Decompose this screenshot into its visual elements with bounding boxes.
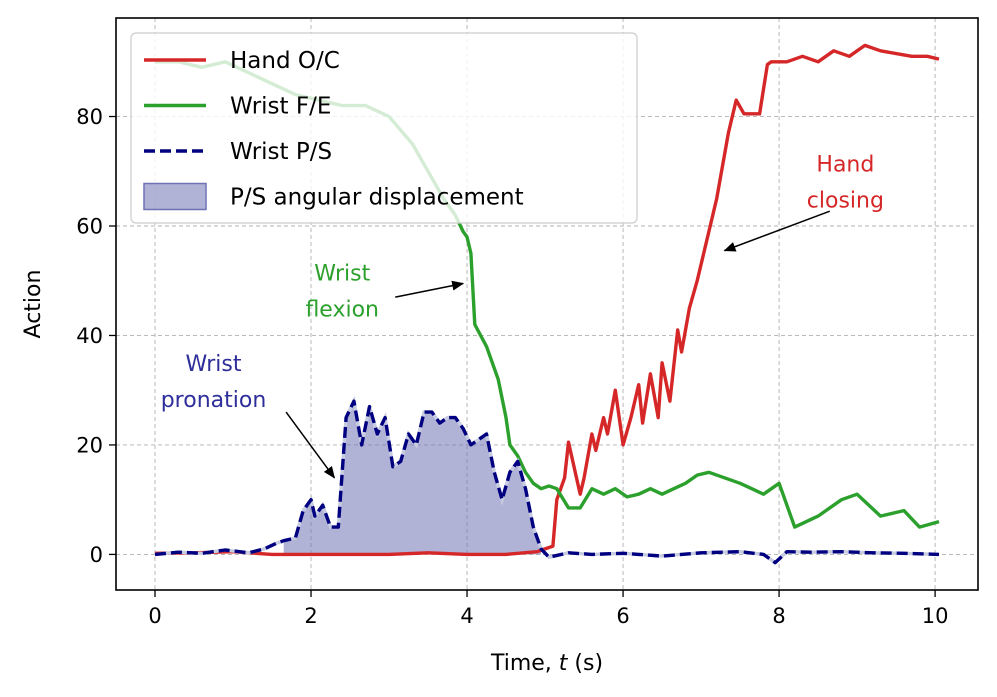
annotation-arrow [723,210,831,252]
x-tick-label: 2 [304,604,317,628]
legend-label: Hand O/C [230,48,340,74]
legend-item: P/S angular displacement [143,182,524,211]
x-tick-label: 10 [922,604,949,628]
x-tick-label: 8 [772,604,785,628]
legend-label: Wrist F/E [230,94,331,120]
legend-item: Hand O/C [144,48,340,74]
annotation-arrow [395,280,465,298]
y-tick-label: 80 [76,105,103,129]
x-tick-label: 4 [460,604,473,628]
y-tick-label: 0 [90,543,103,567]
legend-box [130,32,638,224]
ps-angular-displacement-area [283,401,542,555]
hand-oc-line [154,43,940,557]
wrist-ps-line [154,399,940,565]
fill-layer [283,401,542,555]
x-tick-label: 6 [616,604,629,628]
annotation-1: Wrist flexion [305,262,465,323]
legend: Hand O/C Wrist F/E Wrist P/S P/S angular di… [130,32,638,224]
y-tick-label: 60 [76,215,103,239]
annotation-2: Hand closing [723,152,884,252]
y-axis-label: Action [21,270,46,339]
axis-ticks: 0 2 4 6 8 10 0 20 40 60 80 [76,105,948,628]
plot-frame [115,17,979,591]
y-tick-label: 40 [76,324,103,348]
annotation-text: Hand closing [807,152,884,213]
y-tick-label: 20 [76,433,103,457]
x-tick-label: 0 [148,604,161,628]
annotation-text: Wrist flexion [305,262,379,323]
wrist-ps-line-underlay [154,395,940,565]
annotation-arrow [285,411,336,479]
annotation-0: Wrist pronation [161,352,336,479]
annotation-text: Wrist pronation [161,352,267,413]
legend-swatch [143,182,207,211]
legend-item: Wrist F/E [144,94,331,120]
annotations: Wrist pronation Wrist flexion Hand closing [161,152,884,479]
legend-label: Wrist P/S [230,139,332,165]
legend-label: P/S angular displacement [230,185,524,211]
legend-item: Wrist P/S [144,139,332,165]
x-axis-label: Time, t (s) [490,651,603,676]
